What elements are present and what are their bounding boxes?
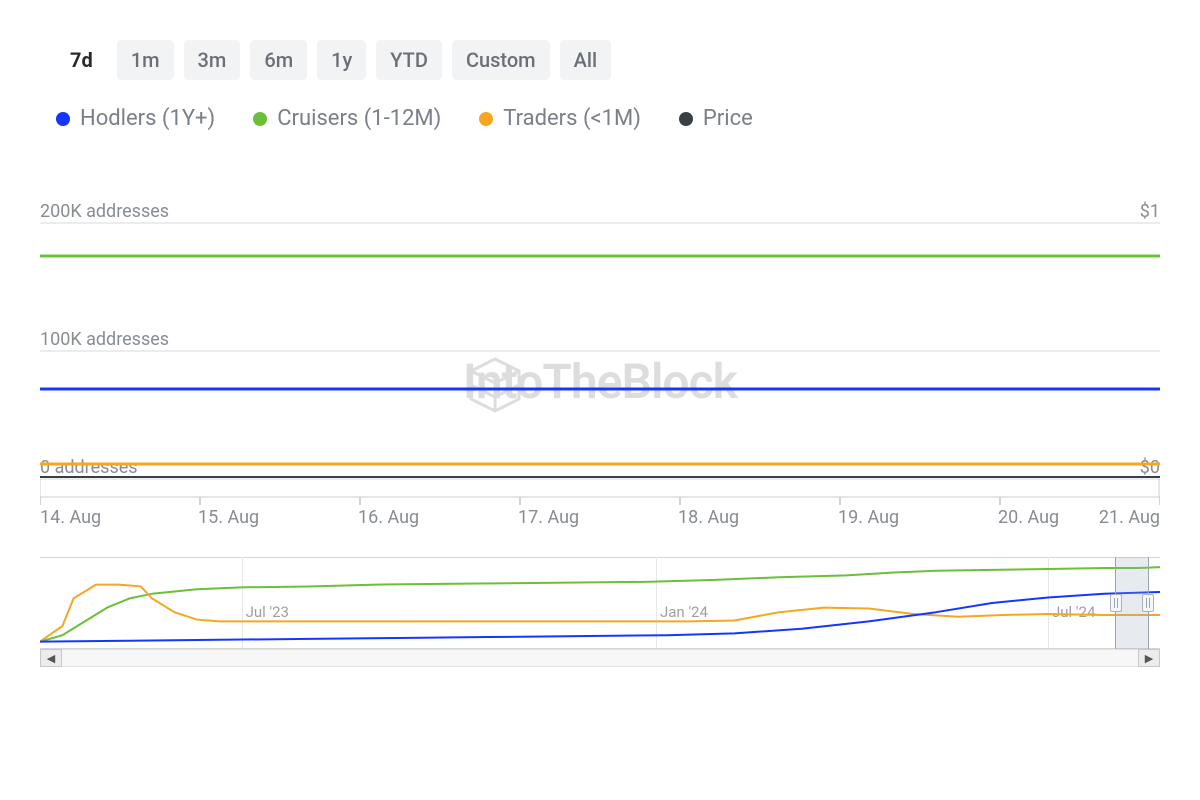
range-btn-1m[interactable]: 1m	[117, 40, 174, 80]
range-btn-7d[interactable]: 7d	[56, 40, 107, 80]
range-btn-3m[interactable]: 3m	[184, 40, 241, 80]
range-btn-6m[interactable]: 6m	[250, 40, 307, 80]
main-chart[interactable]: IntoTheBlock 0 addresses100K addresses20…	[40, 199, 1160, 529]
navigator-scroll-right-button[interactable]: ▶	[1138, 649, 1160, 667]
legend-item-price[interactable]: Price	[679, 106, 753, 131]
navigator-window[interactable]	[1115, 557, 1149, 649]
range-btn-1y[interactable]: 1y	[317, 40, 366, 80]
range-btn-custom[interactable]: Custom	[452, 40, 550, 80]
legend-dot-icon	[479, 112, 493, 126]
navigator-handle-left[interactable]	[1110, 594, 1122, 612]
legend-item-hodlers-1y-[interactable]: Hodlers (1Y+)	[56, 106, 215, 131]
legend-label: Hodlers (1Y+)	[80, 106, 215, 131]
legend-item-cruisers-1-12m-[interactable]: Cruisers (1-12M)	[253, 106, 441, 131]
time-range-row: 7d1m3m6m1yYTDCustomAll	[56, 40, 1160, 80]
legend-label: Cruisers (1-12M)	[277, 106, 441, 131]
legend-label: Traders (<1M)	[503, 106, 641, 131]
range-btn-all[interactable]: All	[560, 40, 611, 80]
legend-dot-icon	[253, 112, 267, 126]
navigator[interactable]: ◀ ▶ Jul '23Jan '24Jul '24	[40, 557, 1160, 667]
legend-dot-icon	[56, 112, 70, 126]
legend-label: Price	[703, 106, 753, 131]
navigator-scroll-left-button[interactable]: ◀	[40, 649, 62, 667]
range-btn-ytd[interactable]: YTD	[376, 40, 442, 80]
legend-item-traders-1m-[interactable]: Traders (<1M)	[479, 106, 641, 131]
navigator-handle-right[interactable]	[1142, 594, 1154, 612]
navigator-scrollbar-track[interactable]	[62, 649, 1138, 667]
legend-dot-icon	[679, 112, 693, 126]
legend: Hodlers (1Y+) Cruisers (1-12M) Traders (<1…	[56, 106, 1160, 131]
